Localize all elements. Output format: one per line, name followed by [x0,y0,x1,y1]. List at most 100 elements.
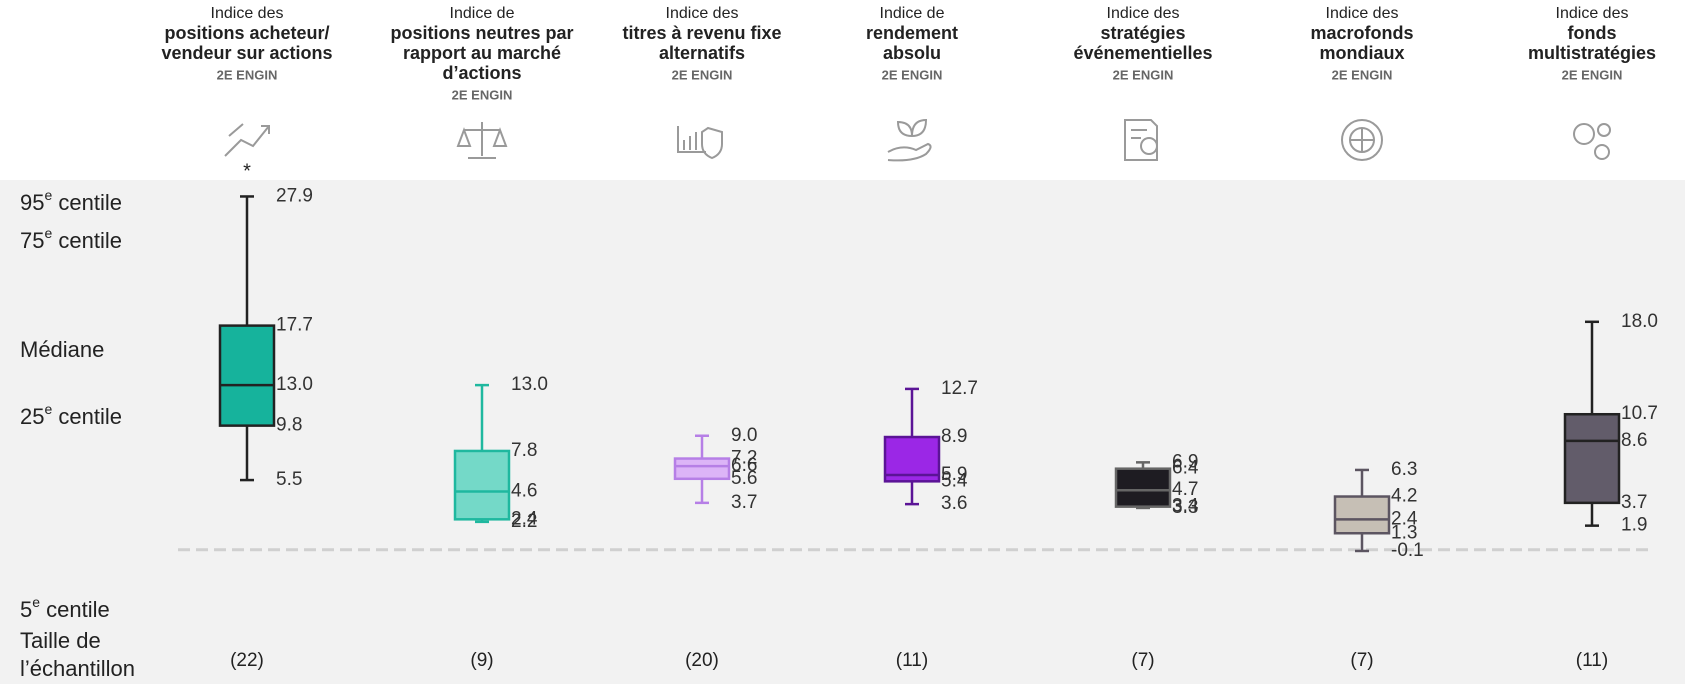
value-label: 12.7 [941,378,978,399]
column-name: alternatifs [659,43,745,63]
row-label: Médiane [20,337,104,362]
icon [224,123,270,157]
column-name: mondiaux [1319,43,1404,63]
column-tag: 2E ENGIN [882,67,943,82]
column-name: multistratégies [1528,43,1656,63]
column-prefix: Indice de [450,5,515,22]
value-label: 4.2 [1391,486,1417,507]
value-label: 3.4 [1172,496,1199,517]
icon-part [1140,137,1158,155]
sample-size: (11) [896,650,928,671]
sample-size-title: l’échantillon [20,656,135,681]
row-label-tail: centile [52,404,122,429]
icon-part [887,118,932,162]
column-name: vendeur sur actions [161,43,332,63]
value-label: 9.8 [276,415,302,436]
column-name: d’actions [442,63,521,83]
row-label-sup: e [44,225,52,241]
icon-part [1341,119,1383,161]
row-label-tail: centile [52,190,122,215]
row-label: 25e centile [20,401,122,429]
value-label: 2.4 [1391,508,1418,529]
icon [677,126,723,160]
value-label: 3.7 [731,492,757,513]
icon-part [224,123,270,157]
value-label: 8.6 [1621,430,1647,451]
sample-size: (9) [470,650,493,671]
value-label: 1.9 [1621,515,1647,536]
column-name: macrofonds [1310,23,1413,43]
row-label: 5e centile [20,594,110,622]
value-label: 1.3 [1391,522,1417,543]
column-prefix: Indice des [666,5,739,22]
column-prefix: Indice des [1556,5,1629,22]
row-label-lead: 75 [20,228,44,253]
annotation: * [243,160,251,182]
row-label-sup: e [32,594,40,610]
column-prefix: Indice des [211,5,284,22]
icon [887,118,932,162]
value-label: 5.5 [276,469,302,490]
value-label: 5.4 [941,470,968,491]
icon-part [1573,123,1595,145]
icon [1124,119,1158,161]
row-label-tail: centile [40,597,110,622]
column-tag: 2E ENGIN [1113,67,1174,82]
value-label: 27.9 [276,185,313,206]
value-label: 2.2 [511,511,537,532]
column-name: événementielles [1073,43,1212,63]
value-label: 10.7 [1621,403,1658,424]
sample-size: (22) [230,650,264,671]
value-label: 9.0 [731,425,757,446]
value-label: 17.7 [276,315,313,336]
column-prefix: Indice de [880,5,945,22]
row-label-sup: e [44,401,52,417]
value-label: 3.3 [1172,497,1198,518]
row-label-lead: 25 [20,404,44,429]
value-label: 2.4 [511,508,538,529]
value-label: 6.9 [1172,451,1198,472]
row-label-lead: 5 [20,597,32,622]
icon-part [1350,128,1374,152]
box [1114,467,1172,508]
value-label: 7.2 [731,448,757,469]
column-name: positions neutres par [390,23,573,43]
value-label: 3.6 [941,493,967,514]
value-label: 7.8 [511,440,537,461]
row-label-tail: centile [52,228,122,253]
value-label: 5.6 [731,468,757,489]
column-tag: 2E ENGIN [1332,67,1393,82]
row-label: 95e centile [20,187,122,215]
value-label: 8.9 [941,426,967,447]
sample-size: (7) [1131,650,1154,671]
box [453,449,511,521]
column-tag: 2E ENGIN [452,87,513,102]
column-prefix: Indice des [1107,5,1180,22]
value-label: 6.3 [1391,459,1417,480]
column-tag: 2E ENGIN [1562,67,1623,82]
panel [0,180,1685,684]
row-label: 75e centile [20,225,122,253]
column-name: stratégies [1100,23,1185,43]
sample-size-title: Taille de [20,628,101,653]
icon-part [1597,123,1611,137]
icon [1341,119,1383,161]
box [1333,495,1391,535]
column-name: titres à revenu fixe [622,23,781,43]
sample-size: (20) [685,650,719,671]
icon-part [1594,144,1610,160]
icon-part [677,126,723,160]
column-name: rapport au marché [403,43,561,63]
column-tag: 2E ENGIN [217,67,278,82]
value-label: 13.0 [276,374,313,395]
value-label: 3.7 [1621,492,1647,513]
value-label: 5.9 [941,464,967,485]
sample-size: (7) [1350,650,1373,671]
value-label: 4.6 [511,480,537,501]
column-prefix: Indice des [1326,5,1399,22]
icon [1573,123,1611,160]
sample-size: (11) [1576,650,1608,671]
row-label-sup: e [44,187,52,203]
icon [456,122,508,159]
